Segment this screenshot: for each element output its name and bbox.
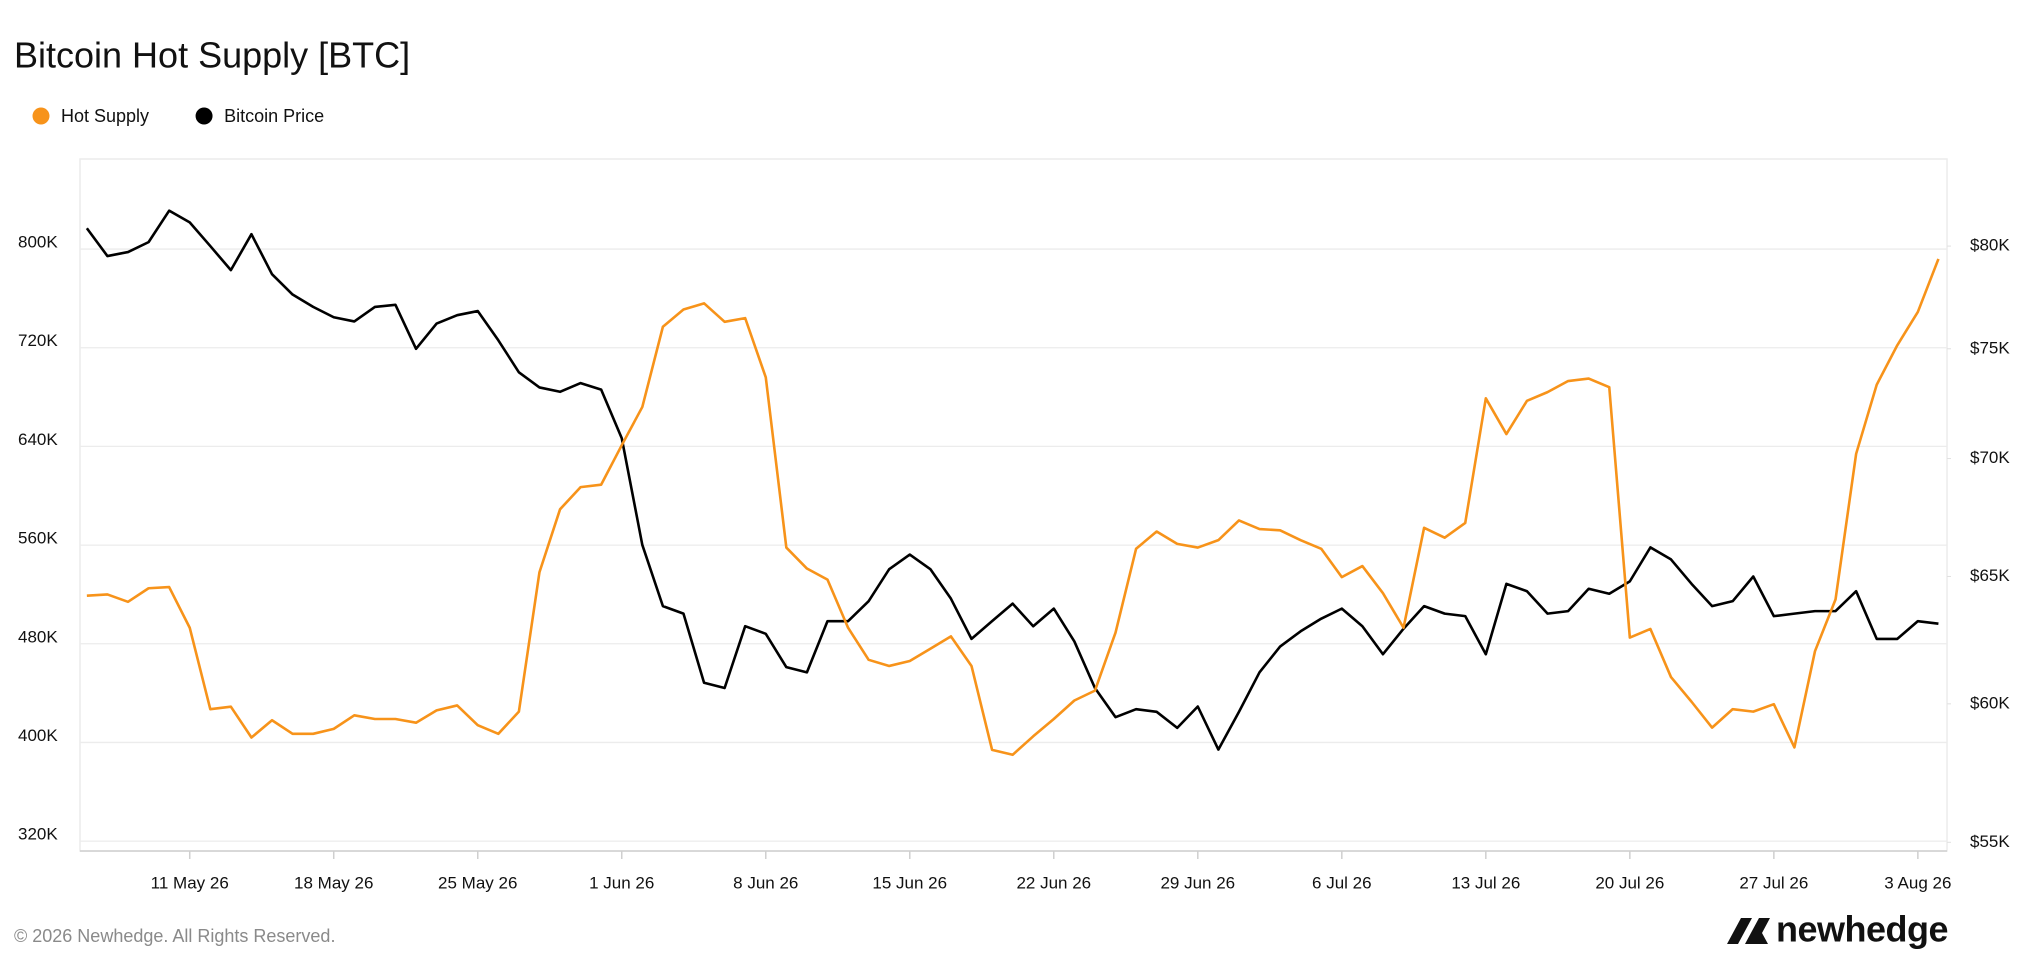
y-tick-label: 400K	[18, 726, 58, 745]
legend-label: Bitcoin Price	[224, 106, 324, 126]
y-tick-label: 720K	[18, 331, 58, 350]
x-tick-label: 20 Jul 26	[1595, 873, 1664, 892]
copyright: © 2026 Newhedge. All Rights Reserved.	[14, 926, 335, 946]
y2-tick-label: $75K	[1970, 338, 2010, 357]
logo-icon	[1745, 918, 1770, 944]
logo-icon	[1727, 918, 1752, 944]
brand-logo: newhedge	[1727, 909, 1949, 950]
x-tick-label: 22 Jun 26	[1016, 873, 1091, 892]
y2-tick-label: $70K	[1970, 448, 2010, 467]
y2-tick-label: $55K	[1970, 832, 2010, 851]
y-tick-label: 320K	[18, 825, 58, 844]
y2-tick-label: $80K	[1970, 236, 2010, 255]
x-tick-label: 29 Jun 26	[1160, 873, 1235, 892]
x-tick-label: 3 Aug 26	[1884, 873, 1951, 892]
legend-marker	[32, 107, 50, 125]
x-tick-label: 18 May 26	[294, 873, 373, 892]
x-tick-label: 1 Jun 26	[589, 873, 654, 892]
y-tick-label: 480K	[18, 627, 58, 646]
legend-marker	[195, 107, 213, 125]
y-tick-label: 640K	[18, 430, 58, 449]
legend-item: Hot Supply	[32, 106, 149, 126]
x-tick-label: 15 Jun 26	[872, 873, 947, 892]
x-tick-label: 25 May 26	[438, 873, 517, 892]
x-tick-label: 8 Jun 26	[733, 873, 798, 892]
x-tick-label: 13 Jul 26	[1451, 873, 1520, 892]
x-tick-label: 11 May 26	[151, 873, 229, 892]
chart-title: Bitcoin Hot Supply [BTC]	[14, 35, 410, 76]
legend-label: Hot Supply	[61, 106, 149, 126]
y-tick-label: 560K	[18, 529, 58, 548]
y-tick-label: 800K	[18, 233, 58, 252]
y2-tick-label: $65K	[1970, 566, 2010, 585]
series-line	[86, 258, 1940, 757]
series-line	[85, 209, 1939, 751]
plot-frame	[79, 158, 1948, 852]
legend-item: Bitcoin Price	[195, 106, 324, 126]
brand: newhedge	[1776, 909, 1948, 950]
x-tick-label: 27 Jul 26	[1739, 873, 1808, 892]
y2-tick-label: $60K	[1970, 693, 2010, 712]
x-tick-label: 6 Jul 26	[1312, 873, 1372, 892]
